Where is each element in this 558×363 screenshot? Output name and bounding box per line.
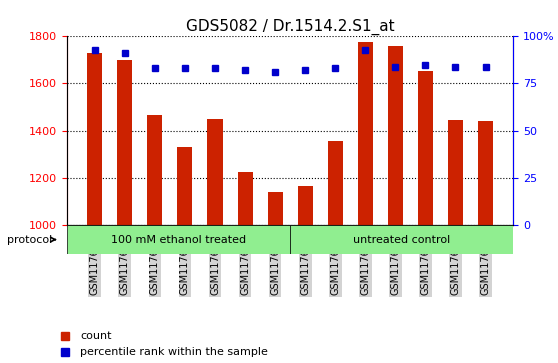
Bar [208,119,223,225]
Bar [147,115,162,225]
Bar [297,186,312,225]
Text: untreated control: untreated control [353,234,450,245]
Bar [328,141,343,225]
Text: 100 mM ethanol treated: 100 mM ethanol treated [111,234,246,245]
Text: protocol: protocol [7,234,55,245]
Title: GDS5082 / Dr.1514.2.S1_at: GDS5082 / Dr.1514.2.S1_at [186,19,395,35]
Text: count: count [80,331,112,341]
Bar [478,121,493,225]
Bar [87,53,102,225]
Bar [268,192,283,225]
Bar [418,70,433,225]
Bar [238,172,253,225]
Text: percentile rank within the sample: percentile rank within the sample [80,347,268,357]
FancyBboxPatch shape [67,225,290,254]
Bar [448,120,463,225]
Bar [358,42,373,225]
Bar [177,147,193,225]
Bar [117,60,132,225]
FancyBboxPatch shape [290,225,513,254]
Bar [388,46,403,225]
